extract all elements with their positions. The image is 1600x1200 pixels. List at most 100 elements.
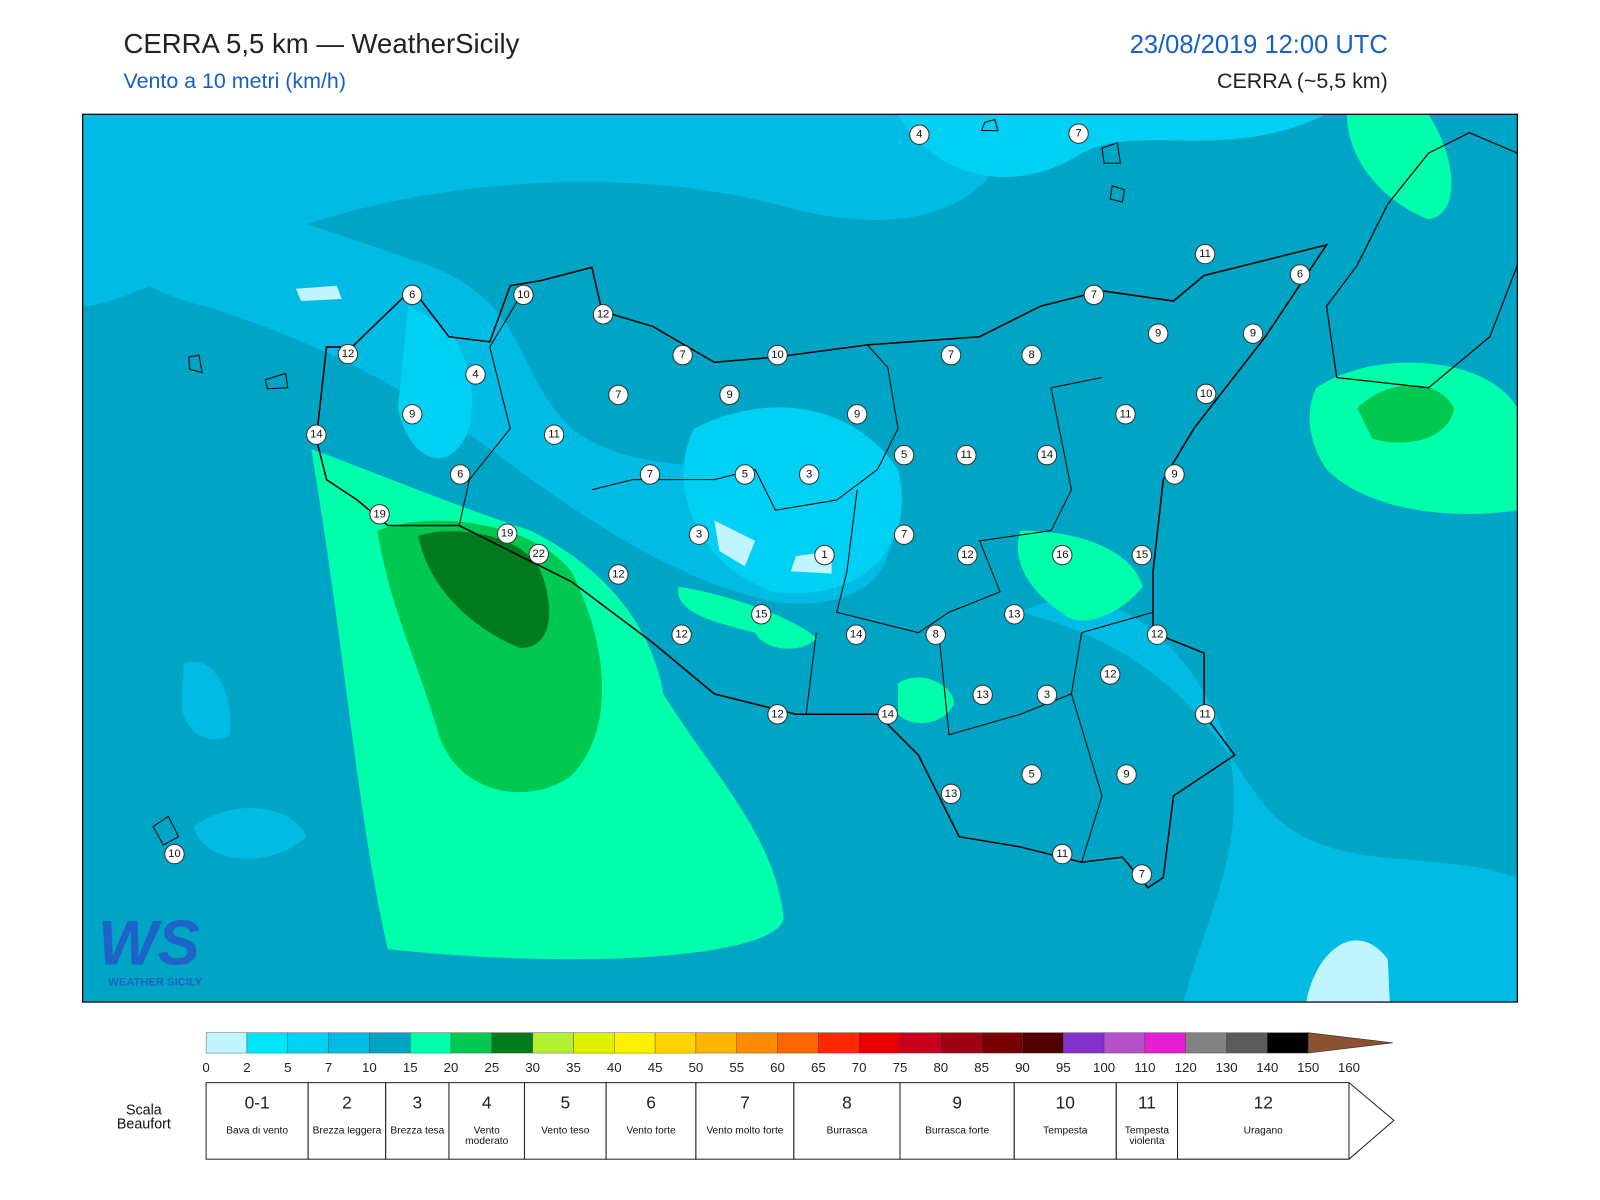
station-value: 5 <box>901 449 907 461</box>
station-value: 11 <box>1199 708 1211 720</box>
station-marker <box>845 624 867 645</box>
beaufort-name-box: Vento teso <box>541 1126 590 1137</box>
station-marker <box>1147 323 1169 344</box>
legend-tick-label: 55 <box>729 1060 744 1075</box>
legend-swatch <box>1267 1032 1309 1054</box>
station-value: 9 <box>1123 768 1129 780</box>
legend-tick-label: 10 <box>362 1060 377 1075</box>
station-marker <box>1052 544 1073 566</box>
legend-swatch <box>777 1032 819 1054</box>
beaufort-name: Brezza leggera <box>312 1126 382 1137</box>
legend-swatch <box>899 1032 942 1054</box>
station-marker <box>1021 764 1042 785</box>
calabria-coast <box>1325 131 1518 389</box>
station-marker <box>957 544 978 566</box>
beaufort-force: 3 <box>413 1093 423 1113</box>
station-marker <box>1146 624 1168 645</box>
legend-tick-label: 50 <box>689 1060 704 1075</box>
station-marker <box>1131 864 1153 885</box>
legend-swatch <box>736 1032 778 1054</box>
beaufort-cell <box>448 1082 525 1160</box>
legend-tick-label: 140 <box>1256 1060 1278 1075</box>
station-marker <box>767 704 788 725</box>
station-value: 15 <box>1136 549 1148 561</box>
station-marker <box>608 564 629 585</box>
station-value: 4 <box>916 129 922 141</box>
station-marker <box>1021 344 1042 366</box>
beaufort-name: Burrasca forte <box>925 1126 990 1137</box>
station-value: 12 <box>342 348 354 360</box>
station-marker <box>1004 604 1025 625</box>
logo-mark: WS <box>98 908 200 978</box>
station-value: 4 <box>472 368 478 380</box>
legend-tick-label: 7 <box>325 1060 332 1075</box>
station-value: 22 <box>533 548 545 560</box>
beaufort-name-box: Brezza tesa <box>390 1127 444 1137</box>
beaufort-cell <box>307 1082 387 1160</box>
beaufort-force: 7 <box>740 1093 750 1113</box>
legend-swatch <box>818 1032 860 1054</box>
station-marker <box>496 523 518 544</box>
station-marker <box>1083 284 1105 306</box>
station-marker <box>940 783 962 805</box>
station-marker <box>543 424 565 445</box>
beaufort-force: 10 <box>1056 1093 1075 1113</box>
station-marker <box>893 444 915 466</box>
station-marker <box>592 304 614 325</box>
station-value: 3 <box>806 468 812 480</box>
station-marker <box>671 624 692 645</box>
legend-swatch <box>1226 1032 1268 1054</box>
beaufort-cell <box>793 1082 901 1160</box>
station-value: 11 <box>1120 408 1132 420</box>
station-marker <box>402 404 423 425</box>
station-marker <box>1036 444 1058 466</box>
station-value: 13 <box>976 689 988 701</box>
legend-swatch <box>614 1032 656 1054</box>
legend-tick-label: 75 <box>893 1060 908 1075</box>
beaufort-cell <box>899 1082 1015 1160</box>
legend-tick-label: 150 <box>1297 1060 1319 1075</box>
legend-swatch <box>654 1032 697 1054</box>
station-marker <box>719 384 740 406</box>
station-marker <box>369 504 390 525</box>
station-marker <box>798 464 820 485</box>
station-value: 12 <box>675 629 687 641</box>
field-moderate <box>1357 385 1455 443</box>
subtitle: Vento a 10 metri (km/h) <box>123 69 345 93</box>
legend-swatch <box>491 1032 533 1054</box>
station-value: 7 <box>1139 868 1145 880</box>
station-value: 8 <box>1029 349 1035 361</box>
station-marker <box>337 343 359 365</box>
station-marker <box>608 384 629 406</box>
legend-tick-label: 60 <box>770 1060 785 1075</box>
station-marker <box>1194 243 1216 265</box>
legend-arrow <box>1307 1032 1393 1054</box>
station-value: 6 <box>457 468 463 480</box>
legend-swatch <box>1103 1032 1146 1054</box>
field-strong <box>418 531 550 648</box>
field-calm <box>1306 940 1390 1003</box>
station-value: 7 <box>615 389 621 401</box>
legend-swatch <box>1063 1032 1105 1054</box>
beaufort-name-box: Brezza leggera <box>312 1126 382 1137</box>
station-value: 11 <box>548 429 560 441</box>
beaufort-force: 11 <box>1138 1093 1156 1113</box>
beaufort-force: 8 <box>842 1093 852 1113</box>
station-value: 19 <box>501 528 513 540</box>
station-value: 8 <box>933 629 939 641</box>
station-marker <box>909 124 930 145</box>
beaufort-title: Scala Beaufort <box>116 1102 171 1132</box>
legend-tick-label: 85 <box>974 1060 989 1075</box>
station-value: 14 <box>850 629 862 641</box>
station-marker <box>672 344 693 366</box>
beaufort-name-box: Vento molto forte <box>706 1127 783 1137</box>
station-value: 14 <box>1041 449 1053 461</box>
station-value: 9 <box>726 389 732 401</box>
station-value: 14 <box>310 429 322 441</box>
legend-tick-label: 130 <box>1215 1060 1237 1075</box>
station-marker <box>1242 323 1264 344</box>
legend-tick-label: 110 <box>1134 1060 1155 1075</box>
beaufort-force: 12 <box>1254 1093 1273 1113</box>
beaufort-name: Vento teso <box>541 1126 590 1137</box>
